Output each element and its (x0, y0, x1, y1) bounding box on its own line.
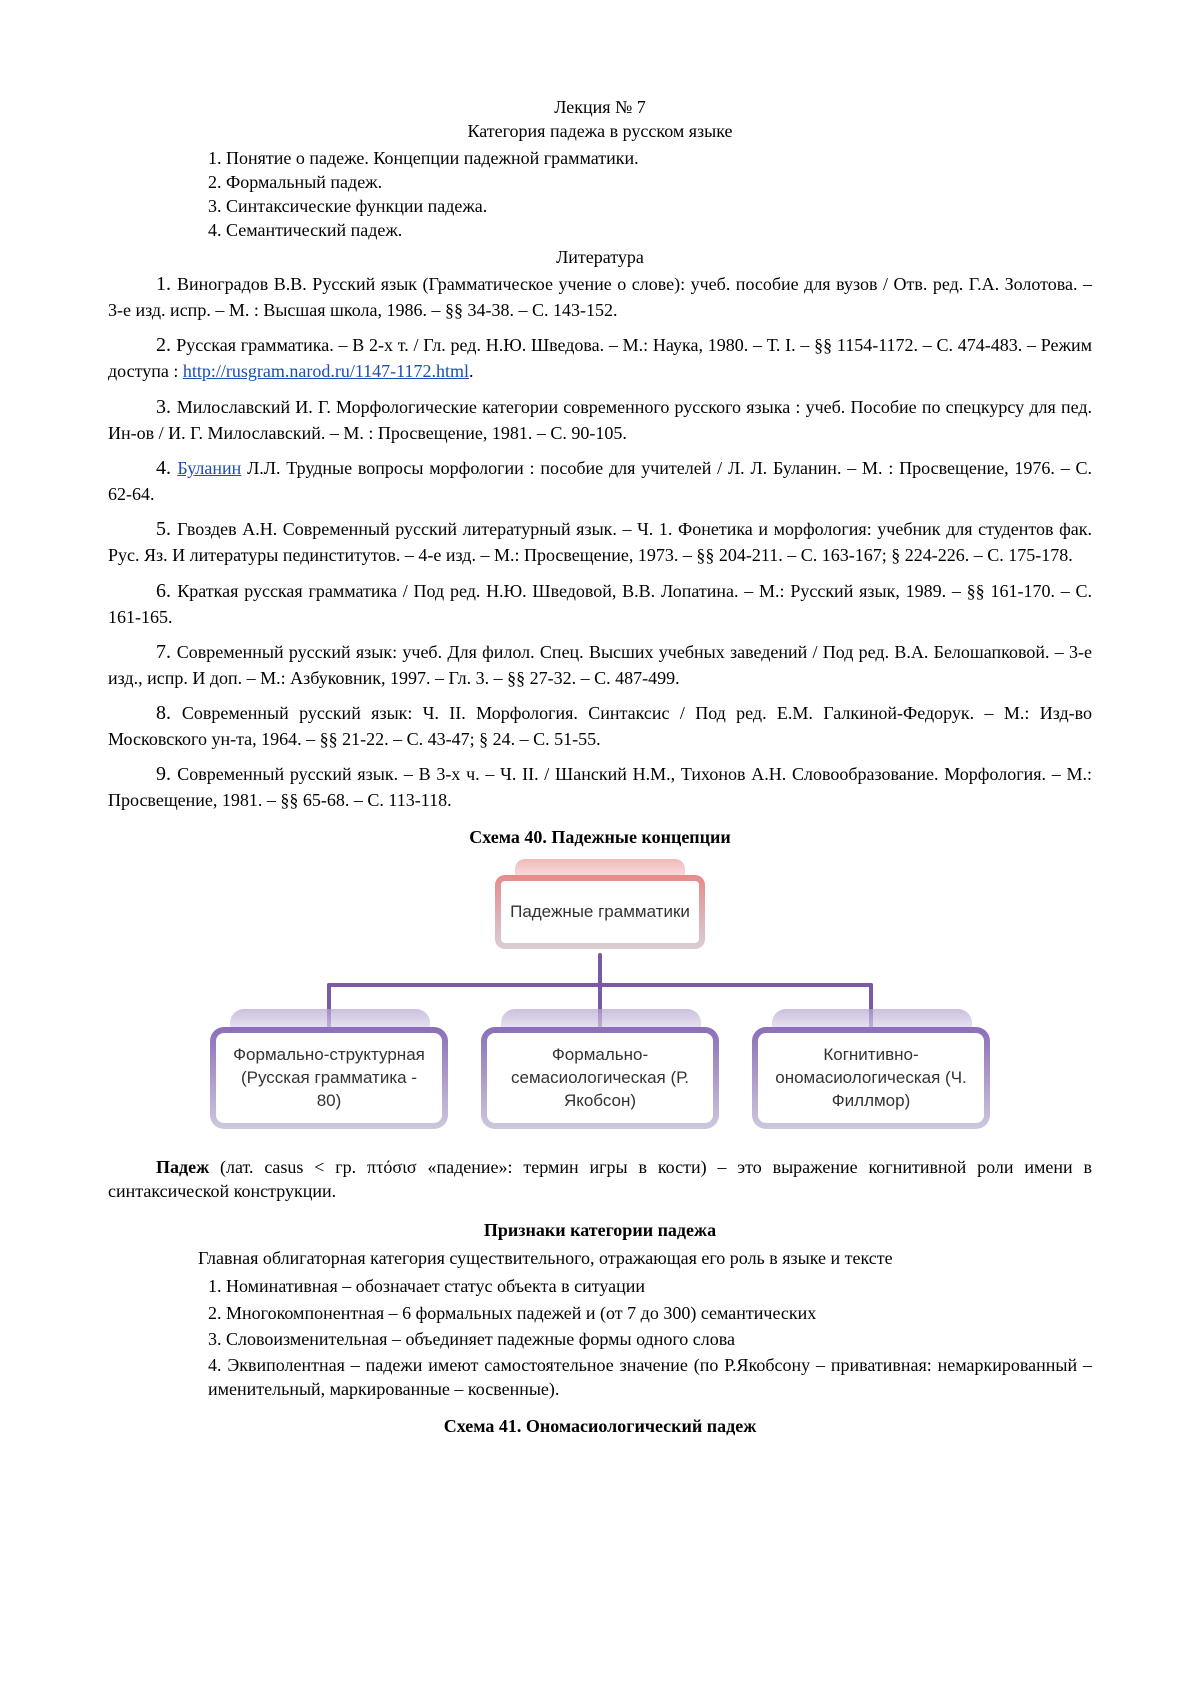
lecture-number: Лекция № 7 (108, 95, 1092, 119)
lit-text: Гвоздев А.Н. Современный русский литерат… (108, 519, 1092, 565)
literature-item: 4. Буланин Л.Л. Трудные вопросы морфолог… (108, 455, 1092, 506)
definition-paragraph: Падеж (лат. casus < гр. πτόσισ «падение»… (108, 1155, 1092, 1204)
lit-number: 4. (156, 457, 177, 479)
feature-item: 2. Многокомпонентная – 6 формальных паде… (208, 1301, 1092, 1325)
child-label: Когнитивно-ономасиологическая (Ч. Филлмо… (770, 1044, 972, 1113)
document-page: Лекция № 7 Категория падежа в русском яз… (0, 0, 1200, 1698)
topic-item: 3. Синтаксические функции падежа. (208, 194, 1092, 218)
schema40-title: Схема 40. Падежные концепции (108, 825, 1092, 849)
lit-text: Современный русский язык. – В 3-х ч. – Ч… (108, 764, 1092, 810)
lit-text: Современный русский язык: Ч. II. Морфоло… (108, 703, 1092, 749)
literature-item: 1. Виноградов В.В. Русский язык (Граммат… (108, 271, 1092, 322)
literature-item: 6. Краткая русская грамматика / Под ред.… (108, 578, 1092, 629)
literature-list: 1. Виноградов В.В. Русский язык (Граммат… (108, 271, 1092, 813)
diagram-child-node: Формально-структурная (Русская грамматик… (210, 1027, 448, 1129)
root-label: Падежные грамматики (510, 901, 690, 924)
feature-item: 1. Номинативная – обозначает статус объе… (208, 1274, 1092, 1298)
literature-item: 8. Современный русский язык: Ч. II. Морф… (108, 700, 1092, 751)
features-list: 1. Номинативная – обозначает статус объе… (108, 1274, 1092, 1401)
lit-number: 8. (156, 702, 182, 724)
lit-text: Виноградов В.В. Русский язык (Грамматиче… (108, 274, 1092, 320)
features-intro: Главная облигаторная категория существит… (198, 1246, 1092, 1270)
schema40-diagram: Падежные грамматики Формально-структурна… (190, 857, 1010, 1147)
lit-number: 1. (156, 273, 177, 295)
topic-list: 1. Понятие о падеже. Концепции падежной … (108, 146, 1092, 243)
lit-number: 3. (156, 396, 177, 418)
literature-heading: Литература (108, 245, 1092, 269)
topic-item: 1. Понятие о падеже. Концепции падежной … (208, 146, 1092, 170)
lit-text: Л.Л. Трудные вопросы морфологии : пособи… (108, 458, 1092, 504)
lit-text: Милославский И. Г. Морфологические катег… (108, 397, 1092, 443)
lit-number: 9. (156, 763, 177, 785)
schema41-title: Схема 41. Ономасиологический падеж (108, 1414, 1092, 1438)
lit-text: Современный русский язык: учеб. Для фило… (108, 642, 1092, 688)
literature-item: 3. Милославский И. Г. Морфологические ка… (108, 394, 1092, 445)
lit-number: 5. (156, 518, 177, 540)
literature-item: 2. Русская грамматика. – В 2-х т. / Гл. … (108, 332, 1092, 383)
literature-item: 7. Современный русский язык: учеб. Для ф… (108, 639, 1092, 690)
diagram-child-node: Когнитивно-ономасиологическая (Ч. Филлмо… (752, 1027, 990, 1129)
lit-link[interactable]: Буланин (177, 458, 241, 478)
topic-item: 4. Семантический падеж. (208, 218, 1092, 242)
definition-term: Падеж (156, 1157, 209, 1177)
lit-number: 6. (156, 580, 177, 602)
literature-item: 5. Гвоздев А.Н. Современный русский лите… (108, 516, 1092, 567)
definition-text: (лат. casus < гр. πτόσισ «падение»: терм… (108, 1157, 1092, 1201)
lit-number: 7. (156, 641, 177, 663)
child-label: Формально-семасиологическая (Р. Якобсон) (499, 1044, 701, 1113)
features-title: Признаки категории падежа (108, 1218, 1092, 1242)
lit-link[interactable]: http://rusgram.narod.ru/1147-1172.html (183, 361, 469, 381)
diagram-root-node: Падежные грамматики (495, 875, 705, 949)
diagram-child-node: Формально-семасиологическая (Р. Якобсон) (481, 1027, 719, 1129)
literature-item: 9. Современный русский язык. – В 3-х ч. … (108, 761, 1092, 812)
feature-item: 3. Словоизменительная – объединяет падеж… (208, 1327, 1092, 1351)
child-label: Формально-структурная (Русская грамматик… (228, 1044, 430, 1113)
topic-item: 2. Формальный падеж. (208, 170, 1092, 194)
feature-item: 4. Эквиполентная – падежи имеют самостоя… (208, 1353, 1092, 1402)
lecture-subtitle: Категория падежа в русском языке (108, 119, 1092, 143)
lit-number: 2. (156, 334, 176, 356)
lit-text: . (469, 361, 474, 381)
lit-text: Краткая русская грамматика / Под ред. Н.… (108, 581, 1092, 627)
